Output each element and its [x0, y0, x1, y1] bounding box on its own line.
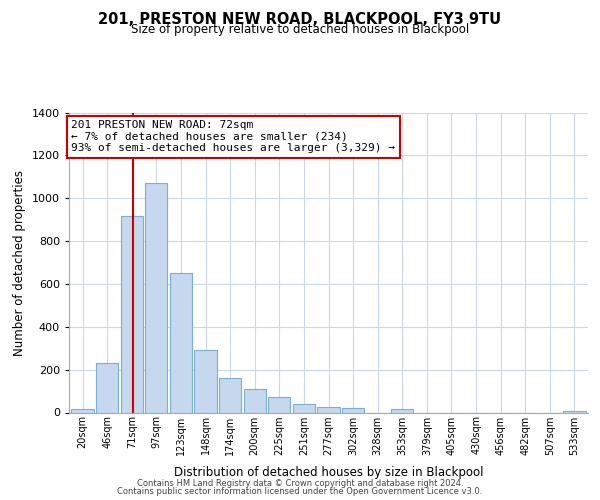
Bar	[317, 407, 340, 412]
Bar	[391, 408, 413, 412]
X-axis label: Distribution of detached houses by size in Blackpool: Distribution of detached houses by size …	[174, 466, 483, 479]
Bar	[244, 389, 266, 412]
Bar	[96, 363, 118, 412]
Bar	[293, 404, 315, 412]
Text: Size of property relative to detached houses in Blackpool: Size of property relative to detached ho…	[131, 22, 469, 36]
Text: 201, PRESTON NEW ROAD, BLACKPOOL, FY3 9TU: 201, PRESTON NEW ROAD, BLACKPOOL, FY3 9T…	[98, 12, 502, 28]
Bar	[194, 350, 217, 412]
Bar	[268, 397, 290, 412]
Text: Contains HM Land Registry data © Crown copyright and database right 2024.: Contains HM Land Registry data © Crown c…	[137, 478, 463, 488]
Bar	[121, 216, 143, 412]
Y-axis label: Number of detached properties: Number of detached properties	[13, 170, 26, 356]
Bar	[145, 183, 167, 412]
Bar	[563, 411, 586, 412]
Bar	[219, 378, 241, 412]
Bar	[342, 408, 364, 412]
Bar	[71, 410, 94, 412]
Bar	[170, 273, 192, 412]
Text: 201 PRESTON NEW ROAD: 72sqm
← 7% of detached houses are smaller (234)
93% of sem: 201 PRESTON NEW ROAD: 72sqm ← 7% of deta…	[71, 120, 395, 153]
Text: Contains public sector information licensed under the Open Government Licence v3: Contains public sector information licen…	[118, 487, 482, 496]
